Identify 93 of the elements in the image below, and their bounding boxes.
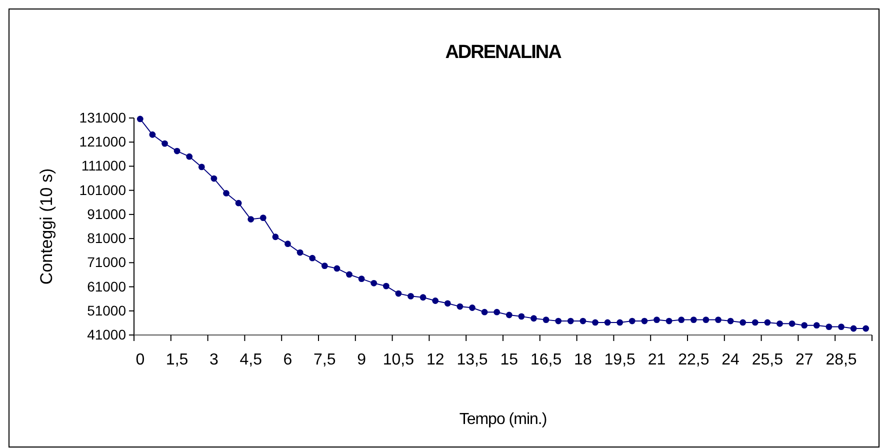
x-axis-title: Tempo (min.) [459, 411, 547, 428]
x-tick-label: 1,5 [166, 351, 188, 368]
y-tick-label: 71000 [87, 254, 126, 270]
point [358, 276, 365, 282]
y-tick-label: 51000 [87, 302, 126, 318]
point [654, 316, 660, 324]
point [592, 319, 598, 326]
point [456, 303, 464, 310]
x-tick-label: 16,5 [530, 351, 562, 368]
point [309, 254, 316, 262]
point [136, 116, 144, 122]
point [764, 319, 771, 326]
y-tick-label: 131000 [79, 109, 126, 126]
point [494, 308, 500, 316]
point [235, 200, 242, 206]
point [838, 324, 844, 330]
point [408, 292, 414, 300]
point [740, 319, 746, 326]
point [702, 316, 710, 324]
point [690, 316, 697, 324]
x-tick-label: 12 [426, 351, 444, 368]
point [727, 318, 734, 324]
point [666, 318, 672, 324]
x-tick-label: 0 [136, 351, 145, 368]
point [555, 318, 562, 324]
point [174, 148, 180, 154]
point [248, 216, 254, 222]
x-tick-label: 10,5 [382, 351, 414, 368]
point [382, 282, 390, 290]
y-tick-label: 81000 [87, 230, 126, 246]
point [628, 318, 636, 324]
x-tick-label: 25,5 [752, 351, 784, 368]
point [862, 325, 870, 332]
point [162, 140, 168, 147]
point [530, 315, 537, 322]
y-axis-title: Conteggi (10 s) [37, 168, 56, 285]
point [813, 322, 820, 329]
point [321, 262, 328, 269]
point [506, 312, 512, 318]
point [444, 300, 451, 307]
x-tick-label: 15 [500, 351, 518, 368]
x-tick-label: 3 [209, 351, 218, 368]
y-tick-label: 91000 [87, 206, 126, 222]
point [469, 304, 476, 311]
y-tick-label: 41000 [87, 326, 126, 342]
point [223, 190, 230, 196]
point [481, 308, 488, 316]
x-tick-label: 27 [795, 351, 814, 368]
point [395, 290, 402, 297]
point [678, 316, 685, 324]
point [334, 265, 340, 272]
point [198, 164, 205, 170]
point [346, 271, 352, 278]
point [284, 240, 291, 248]
y-tick-label: 61000 [87, 278, 126, 294]
point [149, 131, 156, 138]
x-tick-label: 13,5 [456, 351, 488, 368]
x-tick-label: 19,5 [604, 351, 636, 368]
point [567, 318, 574, 324]
y-tick-label: 121000 [79, 134, 126, 150]
x-tick-label: 22,5 [678, 351, 710, 368]
point [801, 322, 808, 329]
point [580, 318, 586, 324]
point [420, 294, 426, 301]
x-tick-label: 9 [357, 351, 366, 368]
point [210, 175, 218, 182]
point [432, 298, 439, 304]
point [272, 234, 279, 240]
point [296, 249, 304, 256]
point [616, 319, 624, 326]
x-tick-label: 18 [574, 351, 592, 368]
point [604, 319, 611, 326]
point [826, 324, 832, 330]
point [641, 318, 648, 324]
point [752, 319, 758, 326]
y-tick-label: 111000 [81, 158, 126, 174]
y-tick-label: 101000 [79, 182, 126, 198]
point [542, 316, 550, 324]
point [186, 153, 193, 160]
x-tick-label: 24 [722, 351, 740, 368]
x-tick-label: 4,5 [240, 351, 262, 368]
point [370, 280, 378, 286]
x-tick-label: 7,5 [314, 351, 336, 368]
point [260, 214, 266, 222]
x-tick-label: 28,5 [826, 351, 857, 368]
point [715, 316, 722, 324]
x-tick-label: 6 [283, 351, 292, 368]
point [850, 325, 857, 332]
point [788, 320, 796, 327]
point [776, 320, 783, 327]
chart-title: ADRENALINA [445, 42, 562, 63]
point [518, 313, 525, 320]
x-tick-label: 21 [648, 351, 666, 368]
